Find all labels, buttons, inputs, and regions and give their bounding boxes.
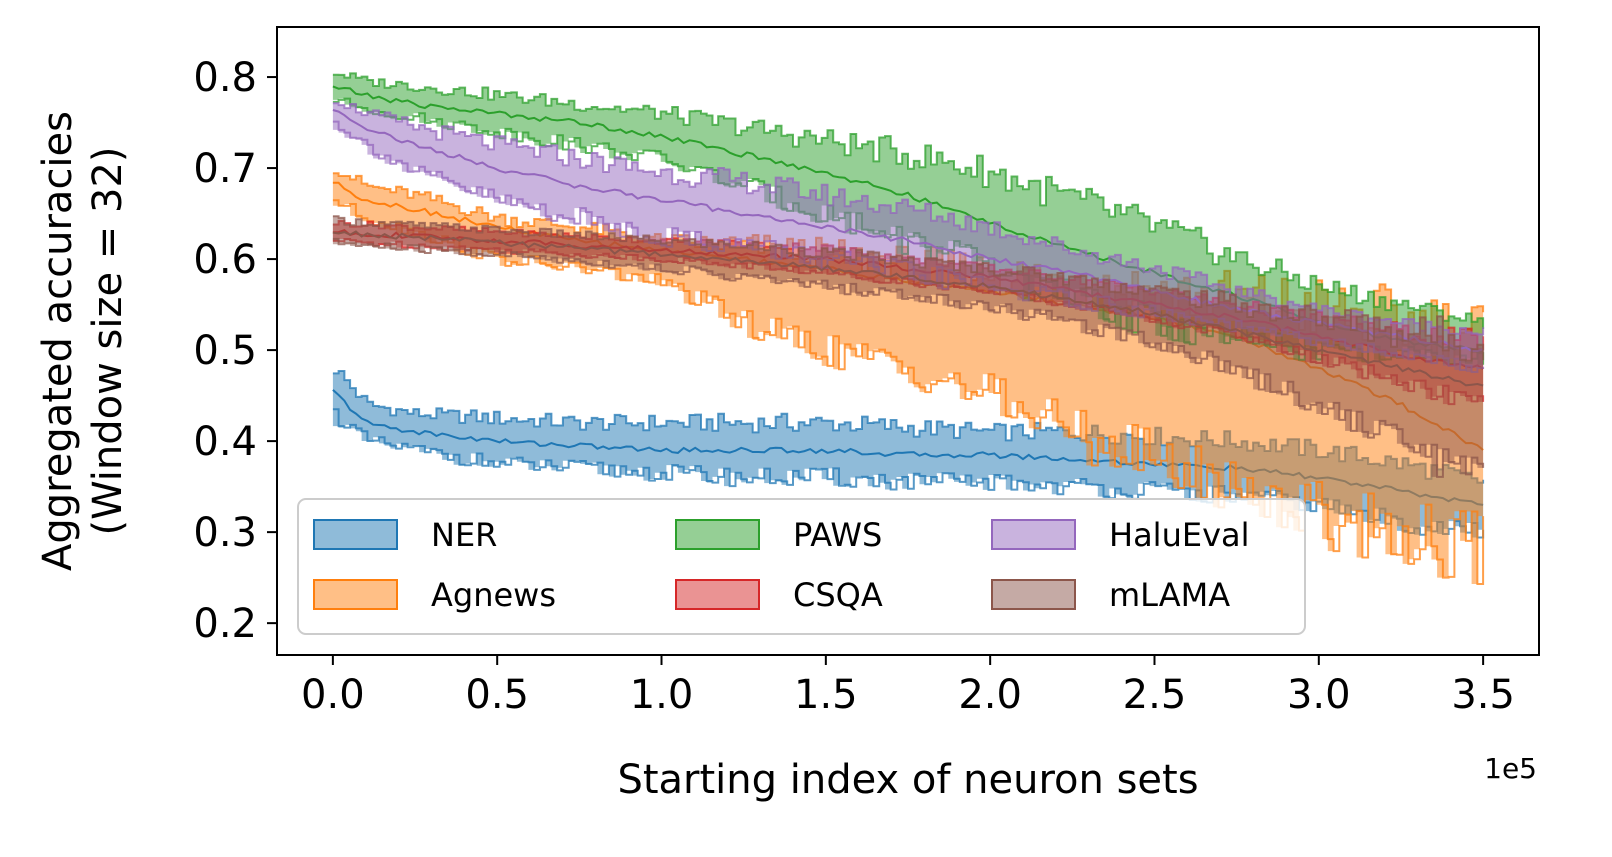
band-ner: [332, 371, 1484, 538]
legend-label: HaluEval: [1109, 516, 1250, 554]
x-tick-label: 0.5: [465, 672, 529, 718]
x-tick-label: 1.5: [794, 672, 858, 718]
legend-swatch: [991, 579, 1076, 610]
x-tick-label: 2.0: [958, 672, 1022, 718]
mean-line-mlama: [332, 230, 1484, 387]
x-tick-label: 1.0: [630, 672, 694, 718]
x-tick-label: 3.0: [1287, 672, 1351, 718]
legend-item-ner: NER: [313, 516, 497, 554]
x-tick-label: 2.5: [1123, 672, 1187, 718]
legend-label: PAWS: [793, 516, 882, 554]
legend-item-paws: PAWS: [675, 516, 882, 554]
legend-swatch: [675, 579, 760, 610]
legend-swatch: [991, 519, 1076, 550]
y-axis-title-line-1: Aggregated accuracies: [35, 111, 81, 571]
y-axis-title: Aggregated accuracies (Window size = 32): [35, 111, 131, 571]
series-mlama: [332, 215, 1485, 478]
x-axis-title: Starting index of neuron sets: [617, 757, 1198, 803]
x-tick-label: 0.0: [301, 672, 365, 718]
upper-edge-mlama: [332, 215, 1485, 362]
upper-edge-halueval: [332, 102, 1485, 336]
band-mlama: [332, 216, 1484, 477]
legend-swatch: [675, 519, 760, 550]
legend: NER Agnews PAWS CSQA HaluEval mLAMA: [297, 498, 1306, 635]
y-tick-label: 0.5: [193, 328, 257, 374]
legend-item-agnews: Agnews: [313, 576, 556, 614]
y-tick-label: 0.7: [193, 146, 257, 192]
lower-edge-mlama: [332, 237, 1485, 478]
y-axis-title-line-2: (Window size = 32): [85, 146, 131, 535]
y-tick-label: 0.8: [193, 55, 257, 101]
plot-frame: [276, 26, 1540, 656]
y-tick-label: 0.6: [193, 237, 257, 283]
upper-edge-paws: [332, 72, 1485, 329]
y-tick-label: 0.3: [193, 510, 257, 556]
legend-label: mLAMA: [1109, 576, 1230, 614]
y-axis: 0.2 0.3 0.4 0.5 0.6 0.7 0.8: [193, 55, 277, 647]
x-offset-label: 1e5: [1484, 752, 1537, 785]
x-tick-label: 3.5: [1451, 672, 1515, 718]
legend-label: CSQA: [793, 576, 883, 614]
y-tick-label: 0.2: [193, 601, 257, 647]
x-axis: 0.0 0.5 1.0 1.5 2.0 2.5 3.0 3.5: [301, 655, 1515, 718]
legend-item-csqa: CSQA: [675, 576, 883, 614]
legend-item-mlama: mLAMA: [991, 576, 1230, 614]
legend-label: NER: [431, 516, 497, 554]
legend-swatch: [313, 579, 398, 610]
y-tick-label: 0.4: [193, 419, 257, 465]
legend-label: Agnews: [431, 576, 556, 614]
legend-item-halueval: HaluEval: [991, 516, 1250, 554]
series-layer: [332, 72, 1485, 585]
legend-swatch: [313, 519, 398, 550]
